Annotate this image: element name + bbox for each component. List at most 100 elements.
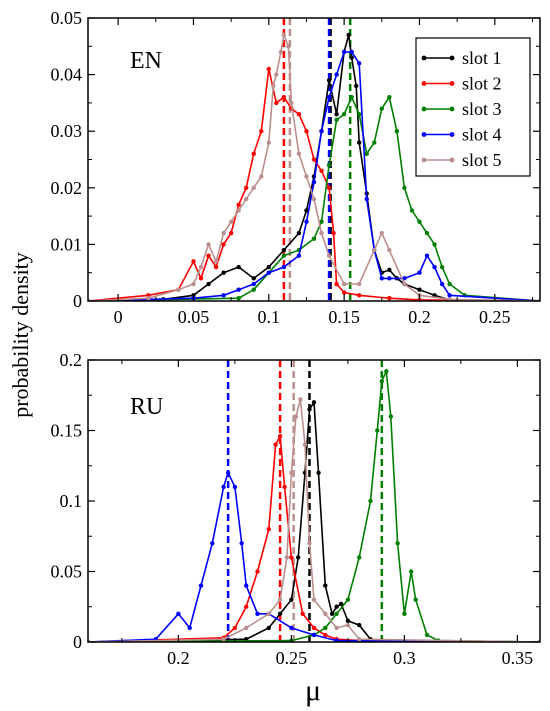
x-tick-label: 0.1 bbox=[258, 307, 281, 327]
y-axis-label: probability density bbox=[8, 252, 33, 418]
legend-box bbox=[415, 37, 531, 177]
data-point bbox=[379, 106, 384, 111]
y-tick-label: 0.02 bbox=[51, 178, 83, 198]
data-point bbox=[338, 601, 344, 607]
data-point bbox=[311, 196, 317, 202]
y-tick-label: 0.1 bbox=[60, 491, 83, 511]
data-point bbox=[402, 185, 407, 190]
data-point bbox=[384, 369, 389, 374]
data-point bbox=[311, 157, 317, 162]
panel-ru: 0.2 0.25 0.3 0.35 0 0.05 0.1 0.15 0.2 RU bbox=[51, 350, 541, 668]
data-point bbox=[432, 264, 437, 270]
data-point bbox=[375, 428, 380, 433]
legend-marker bbox=[449, 132, 455, 137]
data-point bbox=[198, 276, 204, 281]
data-point bbox=[251, 281, 256, 287]
data-point bbox=[266, 527, 271, 532]
data-point bbox=[417, 219, 422, 224]
data-point bbox=[304, 219, 309, 224]
data-point bbox=[326, 78, 332, 83]
y-tick-label: 0 bbox=[73, 291, 82, 311]
data-point bbox=[281, 95, 287, 100]
data-point bbox=[349, 49, 354, 55]
data-point bbox=[244, 604, 249, 609]
data-point bbox=[323, 625, 328, 631]
data-point bbox=[424, 253, 430, 258]
data-point bbox=[304, 174, 309, 179]
data-point bbox=[176, 287, 181, 292]
x-tick-label: 0.25 bbox=[479, 307, 511, 327]
data-point bbox=[236, 295, 241, 301]
x-tick-label: 0.2 bbox=[167, 648, 190, 668]
legend-entry-slot-5: slot 5 bbox=[421, 150, 502, 170]
data-point bbox=[379, 378, 384, 384]
data-point bbox=[244, 625, 249, 631]
data-point bbox=[251, 151, 256, 157]
data-point bbox=[357, 293, 362, 298]
data-point bbox=[388, 414, 394, 419]
data-point bbox=[296, 230, 302, 236]
data-point bbox=[334, 117, 339, 123]
data-point bbox=[372, 140, 377, 145]
legend-label: slot 3 bbox=[462, 99, 502, 119]
data-point bbox=[334, 638, 339, 642]
data-point bbox=[345, 597, 351, 602]
data-point bbox=[259, 129, 264, 134]
data-point bbox=[221, 230, 226, 236]
data-point bbox=[266, 140, 271, 145]
data-point bbox=[372, 247, 377, 253]
data-point bbox=[176, 611, 181, 616]
x-tick-label: 0.25 bbox=[276, 648, 308, 668]
legend-marker bbox=[421, 55, 427, 61]
legend-entry-slot-4: slot 4 bbox=[421, 125, 502, 145]
data-point bbox=[198, 583, 204, 588]
data-point bbox=[413, 597, 418, 602]
series-slot-5 bbox=[88, 397, 540, 642]
data-point bbox=[334, 625, 339, 631]
series-slot-4 bbox=[88, 470, 540, 642]
legend: slot 1 slot 2 slot 3 slot 4 slot 5 bbox=[415, 37, 531, 177]
data-point bbox=[364, 196, 369, 202]
x-tick-label: 0.05 bbox=[178, 307, 210, 327]
panel-label: RU bbox=[130, 394, 163, 420]
y-tick-label: 0.05 bbox=[51, 562, 83, 582]
legend-marker bbox=[421, 81, 427, 86]
data-point bbox=[326, 185, 332, 190]
data-point bbox=[387, 295, 392, 301]
data-point bbox=[319, 219, 324, 224]
data-point bbox=[349, 55, 354, 60]
y-tick-label: 0.05 bbox=[51, 8, 83, 28]
data-point bbox=[259, 174, 264, 179]
y-tick-label: 0.15 bbox=[51, 421, 83, 441]
data-point bbox=[311, 597, 317, 602]
data-point bbox=[298, 397, 303, 402]
data-point bbox=[341, 112, 347, 117]
data-point bbox=[289, 597, 294, 602]
data-point bbox=[311, 179, 317, 185]
data-point bbox=[206, 253, 211, 258]
data-point bbox=[187, 625, 192, 631]
data-point bbox=[289, 625, 294, 631]
data-point bbox=[357, 636, 362, 642]
data-point bbox=[293, 414, 299, 419]
data-point bbox=[289, 470, 294, 475]
data-point bbox=[232, 484, 238, 490]
y-tick-label: 0.04 bbox=[51, 65, 83, 85]
data-point bbox=[191, 259, 196, 264]
series-slot-3 bbox=[88, 95, 540, 301]
data-point bbox=[228, 219, 234, 224]
data-point bbox=[221, 270, 226, 275]
legend-marker bbox=[449, 81, 455, 86]
data-point bbox=[432, 242, 437, 247]
data-point bbox=[281, 253, 287, 258]
data-point bbox=[417, 287, 422, 292]
data-point bbox=[251, 185, 256, 190]
data-point bbox=[289, 555, 294, 560]
data-point bbox=[387, 267, 392, 273]
series-line-slot-2 bbox=[88, 433, 540, 642]
data-point bbox=[394, 129, 400, 134]
data-point bbox=[191, 281, 196, 287]
data-point bbox=[395, 541, 400, 546]
data-point bbox=[357, 281, 362, 287]
